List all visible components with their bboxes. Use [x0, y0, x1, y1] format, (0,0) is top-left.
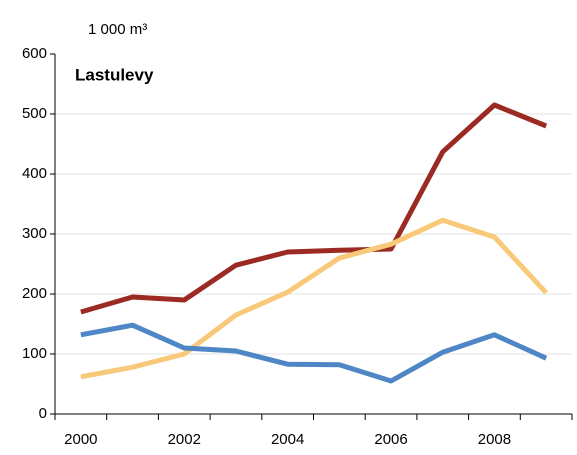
x-tick-label: 2004	[271, 431, 304, 448]
y-tick-label: 100	[22, 345, 47, 362]
x-tick-label: 2006	[374, 431, 407, 448]
y-tick-label: 400	[22, 165, 47, 182]
series-line	[80, 217, 548, 380]
series-line	[80, 102, 548, 315]
x-tick-label: 2002	[168, 431, 201, 448]
y-tick-label: 300	[22, 225, 47, 242]
chart-title: Lastulevy	[75, 65, 154, 84]
x-tick-label: 2008	[478, 431, 511, 448]
y-tick-label: 200	[22, 285, 47, 302]
y-axis-unit: 1 000 m³	[88, 21, 147, 38]
series-line	[80, 322, 548, 384]
y-tick-label: 0	[39, 405, 47, 422]
x-tick-label: 2000	[64, 431, 97, 448]
y-tick-label: 600	[22, 45, 47, 62]
y-tick-label: 500	[22, 105, 47, 122]
